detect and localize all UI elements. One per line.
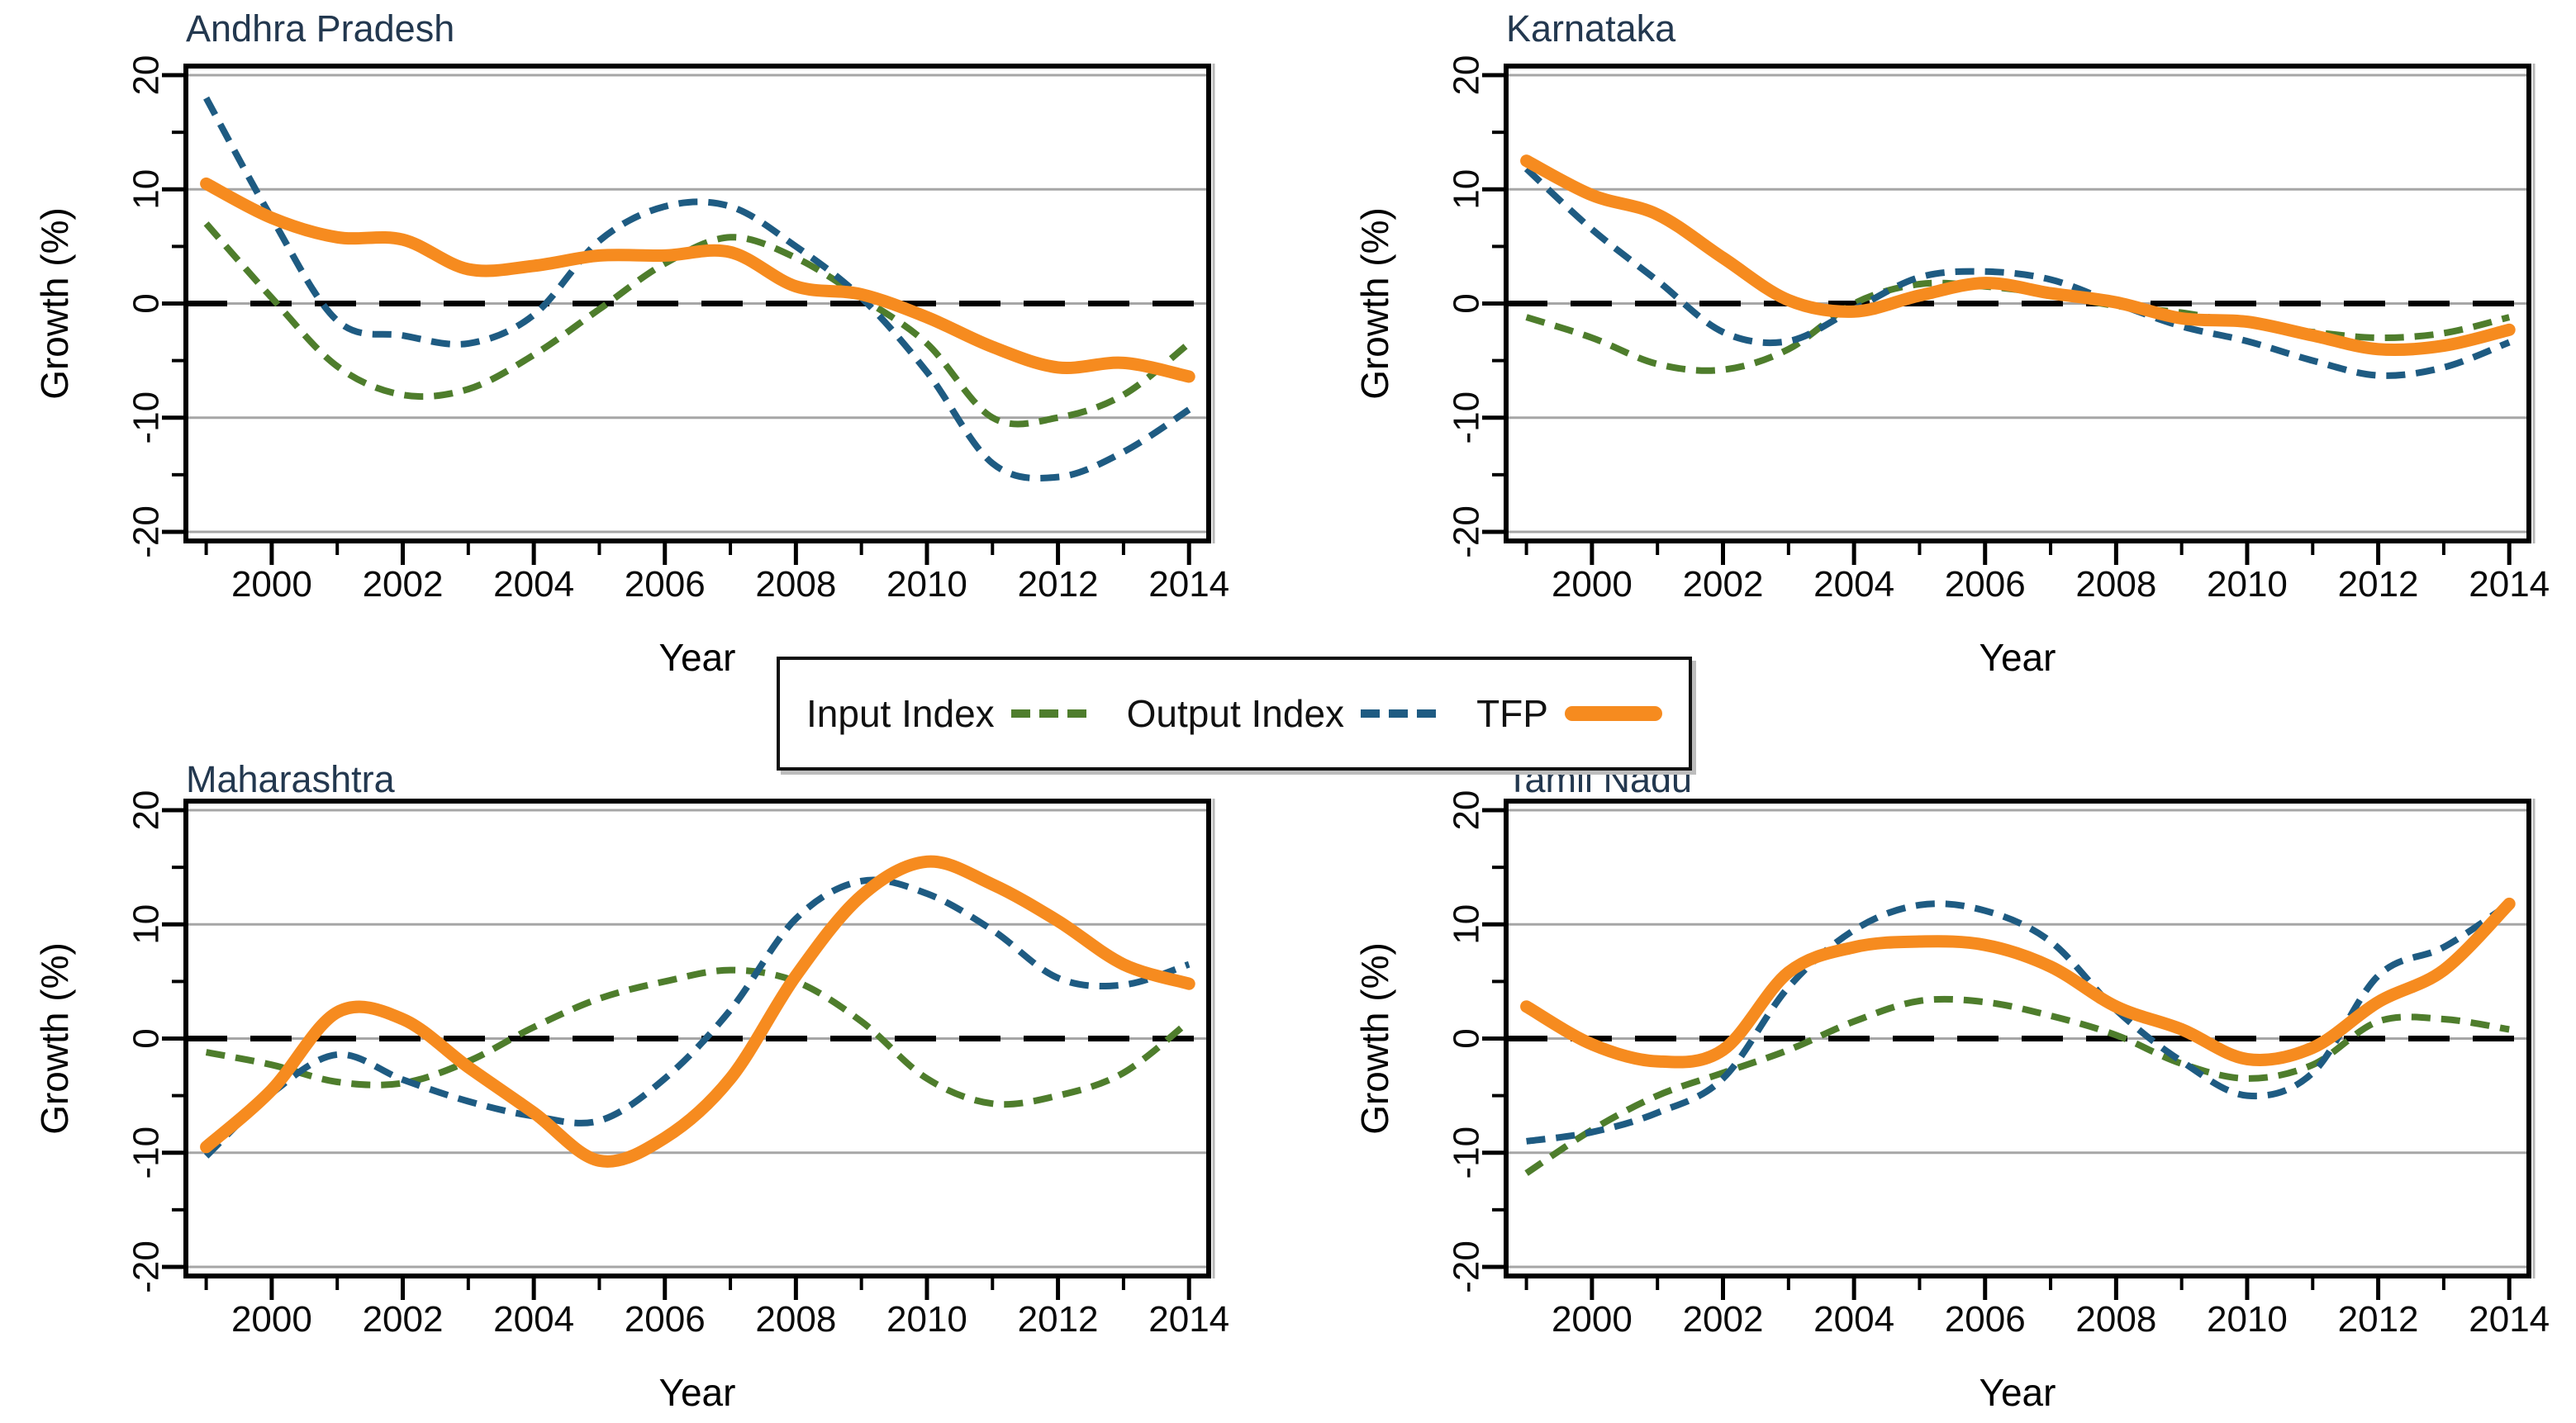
x-tick-label-2010: 2010	[886, 564, 967, 605]
x-axis-label: Year	[1980, 1371, 2056, 1414]
y-tick-label--10: -10	[126, 1127, 167, 1179]
y-tick-label-0: 0	[1447, 293, 1487, 313]
plot-border	[183, 799, 1211, 1278]
y-tick-label-20: 20	[1447, 790, 1487, 831]
legend-label-input-index: Input Index	[806, 692, 995, 735]
y-axis-label: Growth (%)	[33, 207, 76, 400]
x-tick-label-2014: 2014	[1148, 1299, 1229, 1340]
legend-label-output-index: Output Index	[1126, 692, 1345, 735]
series-output-index-line	[1523, 166, 2511, 379]
series-output-index-line	[1526, 900, 2512, 1145]
y-tick-label-20: 20	[1447, 55, 1487, 96]
x-tick-label-2006: 2006	[1945, 564, 2026, 605]
series-input-index-line	[1524, 995, 2510, 1176]
x-tick-label-2012: 2012	[1018, 564, 1099, 605]
series-tfp-line	[1520, 897, 2516, 1069]
x-axis-label: Year	[659, 1371, 736, 1414]
y-tick-label--20: -20	[126, 505, 167, 558]
panel-title: Andhra Pradesh	[186, 7, 454, 50]
tfp-solid-line-swatch	[1564, 706, 1662, 721]
y-tick-label--20: -20	[1447, 1240, 1487, 1293]
x-tick-label-2008: 2008	[2075, 564, 2156, 605]
series-tfp-line	[200, 855, 1195, 1168]
x-tick-label-2012: 2012	[2338, 564, 2419, 605]
y-tick-label-0: 0	[126, 293, 167, 313]
series-tfp-line	[200, 177, 1195, 383]
panel-andhra-pradesh: 2000 2002 2004 2006 2008 2010 2012 201420100-10…	[33, 7, 1229, 679]
output-index-dashed-line-swatch	[1361, 709, 1439, 718]
y-tick-label-10: 10	[1447, 904, 1487, 945]
y-tick-label--10: -10	[1447, 1127, 1487, 1179]
x-tick-label-2012: 2012	[2338, 1299, 2419, 1340]
y-tick-label-0: 0	[126, 1028, 167, 1048]
series-output-index-line	[203, 876, 1191, 1159]
x-tick-label-2000: 2000	[1552, 564, 1633, 605]
x-tick-label-2010: 2010	[886, 1299, 967, 1340]
y-tick-label-20: 20	[126, 790, 167, 831]
x-tick-label-2014: 2014	[2469, 564, 2550, 605]
y-tick-label--10: -10	[126, 391, 167, 444]
y-axis-label: Growth (%)	[1353, 942, 1396, 1135]
y-tick-label-10: 10	[126, 169, 167, 210]
series-input-index-line	[203, 221, 1191, 428]
x-tick-label-2014: 2014	[2469, 1299, 2550, 1340]
x-tick-label-2004: 2004	[1813, 1299, 1894, 1340]
plot-border	[1504, 799, 2531, 1278]
legend-label-tfp: TFP	[1476, 692, 1548, 735]
y-tick-label--10: -10	[1447, 391, 1487, 444]
x-tick-label-2008: 2008	[755, 1299, 836, 1340]
x-tick-label-2010: 2010	[2207, 564, 2288, 605]
x-tick-label-2004: 2004	[1813, 564, 1894, 605]
x-tick-label-2002: 2002	[363, 564, 444, 605]
panel-tamil-nadu: 2000 2002 2004 2006 2008 2010 2012 201420100-10…	[1353, 758, 2550, 1414]
plot-border	[183, 64, 1211, 543]
y-tick-label--20: -20	[126, 1240, 167, 1293]
x-axis-label: Year	[1980, 636, 2056, 679]
panel-karnataka: 2000 2002 2004 2006 2008 2010 2012 201420100-10…	[1353, 7, 2550, 679]
series-tfp-line	[1520, 154, 2516, 357]
y-tick-label--20: -20	[1447, 505, 1487, 558]
y-axis-label: Growth (%)	[1353, 207, 1396, 400]
x-tick-label-2014: 2014	[1148, 564, 1229, 605]
x-tick-label-2008: 2008	[2075, 1299, 2156, 1340]
y-axis-label: Growth (%)	[33, 942, 76, 1135]
y-tick-label-0: 0	[1447, 1028, 1487, 1048]
x-tick-label-2002: 2002	[1683, 564, 1764, 605]
x-tick-label-2006: 2006	[1945, 1299, 2026, 1340]
x-tick-label-2006: 2006	[625, 1299, 706, 1340]
x-tick-label-2000: 2000	[231, 1299, 312, 1340]
y-tick-label-10: 10	[126, 904, 167, 945]
x-tick-label-2000: 2000	[1552, 1299, 1633, 1340]
x-tick-label-2008: 2008	[755, 564, 836, 605]
panel-title: Karnataka	[1506, 7, 1676, 50]
input-index-dashed-line-swatch	[1010, 709, 1089, 718]
x-tick-label-2002: 2002	[1683, 1299, 1764, 1340]
panel-maharashtra: 2000 2002 2004 2006 2008 2010 2012 201420100-10…	[33, 758, 1229, 1414]
panel-title: Maharashtra	[186, 758, 396, 800]
legend-item-output-index: Output Index	[1126, 691, 1439, 736]
x-tick-label-2000: 2000	[231, 564, 312, 605]
legend-item-input-index: Input Index	[806, 691, 1089, 736]
x-tick-label-2006: 2006	[625, 564, 706, 605]
legend: Input Index Output Index TFP	[777, 657, 1692, 771]
x-tick-label-2004: 2004	[493, 1299, 574, 1340]
series-output-index-line	[203, 96, 1191, 482]
x-tick-label-2012: 2012	[1018, 1299, 1099, 1340]
x-axis-label: Year	[659, 636, 736, 679]
x-tick-label-2010: 2010	[2207, 1299, 2288, 1340]
x-tick-label-2004: 2004	[493, 564, 574, 605]
y-tick-label-20: 20	[126, 55, 167, 96]
x-tick-label-2002: 2002	[363, 1299, 444, 1340]
plot-border	[1504, 64, 2531, 543]
y-tick-label-10: 10	[1447, 169, 1487, 210]
legend-item-tfp: TFP	[1476, 691, 1662, 736]
